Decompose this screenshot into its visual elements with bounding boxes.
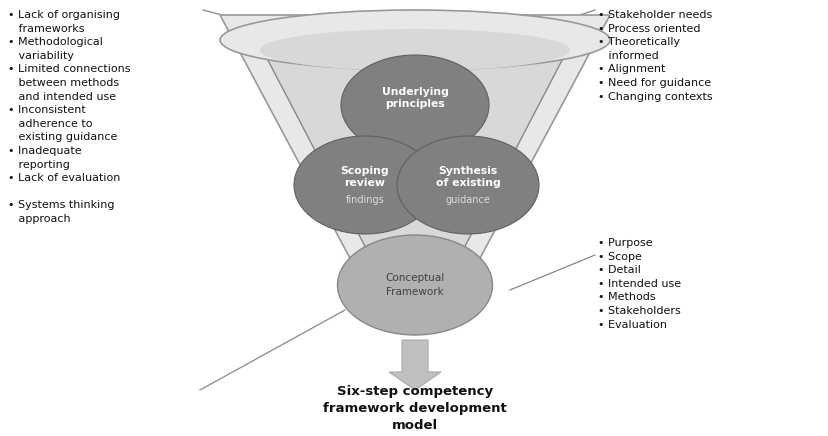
- Text: Scoping
review: Scoping review: [340, 166, 389, 188]
- Ellipse shape: [340, 55, 489, 155]
- Ellipse shape: [219, 10, 609, 70]
- Text: guidance: guidance: [445, 195, 490, 205]
- Polygon shape: [260, 45, 570, 275]
- Text: findings: findings: [345, 195, 384, 205]
- Text: Conceptual
Framework: Conceptual Framework: [385, 273, 444, 296]
- Text: • Lack of organising
   frameworks
• Methodological
   variability
• Limited con: • Lack of organising frameworks • Method…: [8, 10, 130, 224]
- Ellipse shape: [260, 29, 570, 71]
- Ellipse shape: [337, 235, 492, 335]
- Text: Underlying
principles: Underlying principles: [381, 87, 448, 109]
- Polygon shape: [219, 15, 609, 290]
- Ellipse shape: [294, 136, 436, 234]
- FancyArrow shape: [388, 340, 440, 390]
- Ellipse shape: [367, 280, 463, 300]
- Text: Six-step competency
framework development
model: Six-step competency framework developmen…: [323, 385, 506, 432]
- Text: • Stakeholder needs
• Process oriented
• Theoretically
   informed
• Alignment
•: • Stakeholder needs • Process oriented •…: [597, 10, 712, 102]
- Text: Synthesis
of existing: Synthesis of existing: [435, 166, 500, 188]
- Ellipse shape: [397, 136, 538, 234]
- Text: • Purpose
• Scope
• Detail
• Intended use
• Methods
• Stakeholders
• Evaluation: • Purpose • Scope • Detail • Intended us…: [597, 238, 681, 330]
